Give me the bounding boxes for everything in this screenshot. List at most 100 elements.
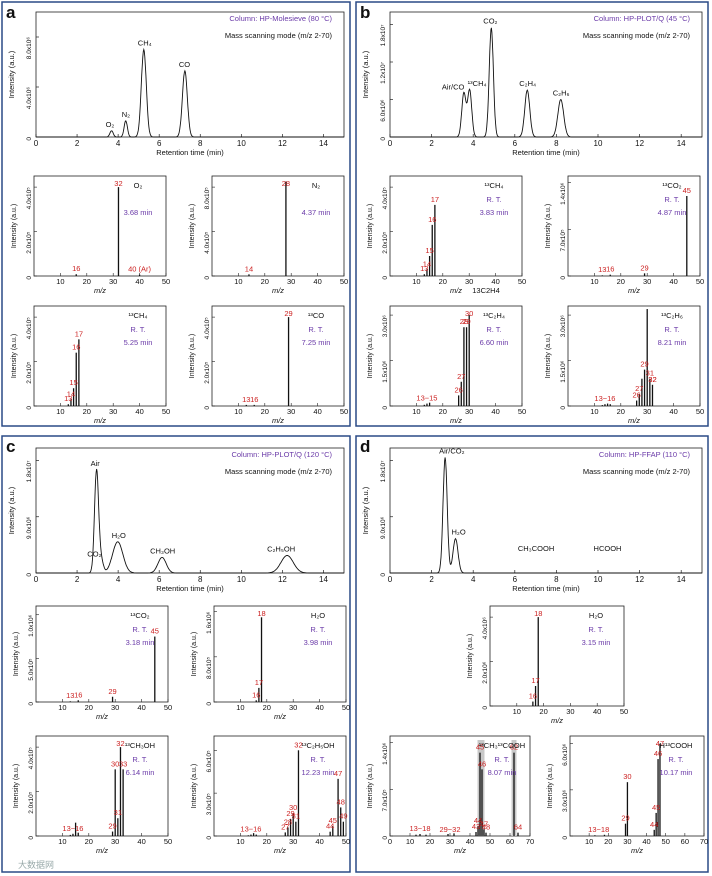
x-tick-label: 50 — [696, 407, 704, 416]
x-tick-label: 30 — [109, 407, 117, 416]
rt-value: 3.98 min — [304, 638, 333, 647]
x-tick-label: 6 — [513, 139, 518, 148]
peak-label: 14 — [67, 389, 75, 398]
y-tick-label: 3.0x10⁶ — [560, 315, 567, 338]
main-chart-d: 0 2 4 6 8 10 12 14 0 9.0x10⁶ 1.8x10⁷ Retention time… — [361, 446, 703, 593]
axes-frame — [567, 175, 701, 277]
x-tick-label: 30 — [111, 837, 119, 846]
rt-value: 5.25 min — [124, 338, 153, 347]
rt-label: R. T. — [310, 755, 325, 764]
y-tick-label: 0 — [380, 137, 387, 141]
y-tick-label: 0 — [380, 573, 387, 577]
compound-label: ¹³C₂H₅OH — [301, 741, 334, 750]
peak-label: 13−16 — [240, 825, 261, 834]
y-tick-label: 0 — [26, 406, 33, 410]
y-tick-label: 0 — [560, 406, 567, 410]
peak-label: 29 — [108, 687, 116, 696]
peak-label: 31 — [646, 369, 654, 378]
peak-label: 13 — [598, 265, 606, 274]
panel-letter-bg — [357, 437, 377, 455]
y-axis-label: Intensity (a.u.) — [13, 632, 20, 676]
peak-label: 14 — [245, 264, 253, 273]
mode-label: Mass scanning mode (m/z 2-70) — [225, 467, 333, 476]
rt-label: R. T. — [664, 195, 679, 204]
y-tick-label: 0 — [482, 706, 489, 710]
x-tick-label: 20 — [85, 837, 93, 846]
peak-label: 28 — [460, 317, 468, 326]
rt-value: 3.15 min — [582, 638, 611, 647]
rt-value: 8.07 min — [488, 768, 517, 777]
axes-frame — [389, 175, 523, 277]
y-tick-label: 5.0x10⁵ — [28, 658, 35, 681]
rt-label: R. T. — [494, 755, 509, 764]
peak-label: 13−18 — [588, 825, 609, 834]
peak-label: CO — [179, 60, 190, 69]
x-tick-label: 10 — [412, 277, 420, 286]
y-tick-label: 1.5x10⁶ — [382, 360, 389, 383]
peak-label: 32 — [648, 375, 656, 384]
x-tick-label: 50 — [340, 407, 348, 416]
x-tick-label: 50 — [518, 407, 526, 416]
peak-label: 48 — [337, 797, 345, 806]
x-axis-label: m/z — [96, 846, 108, 855]
mass-spectrum-c-2: 10 20 30 40 50 0 2.0x10⁵ 4.0x10⁵ m/z Intensity (a… — [13, 735, 172, 855]
y-axis-label: Intensity (a.u.) — [11, 204, 18, 248]
peak-label: 44 — [326, 822, 334, 831]
compound-label: O₂ — [134, 181, 143, 190]
peak-label: 29 — [284, 309, 292, 318]
axes-frame — [35, 735, 169, 837]
x-tick-label: 40 — [135, 277, 143, 286]
x-tick-label: 40 — [593, 707, 601, 716]
rt-label: R. T. — [130, 325, 145, 334]
peak-label: H₂O — [452, 528, 466, 537]
x-axis-label: m/z — [631, 846, 643, 855]
peak-label: Air — [91, 459, 101, 468]
compound-label: ¹³CO₂ — [662, 181, 681, 190]
x-tick-label: 50 — [162, 277, 170, 286]
peak-label: 16 — [74, 690, 82, 699]
y-tick-label: 8.0x10⁵ — [206, 657, 213, 680]
y-tick-label: 0 — [206, 702, 213, 706]
compound-label: ¹³CH₄ — [129, 311, 148, 320]
peak-label: 46 — [654, 749, 662, 758]
main-chart-c: 0 2 4 6 8 10 12 14 0 9.0x10⁶ 1.8x10⁷ Retention time… — [7, 447, 345, 593]
x-tick-label: 0 — [388, 837, 392, 846]
axes-frame — [567, 305, 701, 407]
peak-label: 26 — [454, 385, 462, 394]
rt-label: R. T. — [308, 325, 323, 334]
y-axis-label: Intensity (a.u.) — [361, 486, 370, 534]
y-tick-label: 0 — [382, 836, 389, 840]
y-axis-label: Intensity (a.u.) — [189, 334, 196, 378]
peak-label: 32 — [648, 375, 656, 384]
x-tick-label: 50 — [340, 277, 348, 286]
peak-label: 17 — [255, 678, 263, 687]
x-axis-label: Retention time (min) — [512, 584, 580, 593]
x-tick-label: 40 — [491, 277, 499, 286]
main-chart-b: 0 2 4 6 8 10 12 14 0 6.0x10⁶ 1.2x10⁷ 1.8x10⁷ Retenti… — [361, 11, 703, 157]
y-axis-label: Intensity (a.u.) — [7, 486, 16, 534]
peak-label: 44 — [474, 816, 482, 825]
peak-label: 43 — [472, 822, 480, 831]
y-axis-label: Intensity (a.u.) — [367, 764, 374, 808]
x-tick-label: 6 — [157, 139, 162, 148]
x-tick-label: 20 — [617, 407, 625, 416]
peak-label: 28 — [284, 817, 292, 826]
x-tick-label: 20 — [539, 707, 547, 716]
peak-label: 29 — [462, 317, 470, 326]
axes-frame — [389, 305, 523, 407]
x-tick-label: 8 — [554, 575, 559, 584]
peak-label: 13 — [64, 394, 72, 403]
peak-label: 16 — [606, 265, 614, 274]
axes-frame — [35, 11, 345, 138]
x-tick-label: 2 — [75, 575, 80, 584]
x-tick-label: 4 — [116, 139, 121, 148]
chromatogram-trace — [390, 457, 702, 574]
x-axis-label: m/z — [94, 416, 106, 425]
mode-label: Mass scanning mode (m/z 2-70) — [583, 467, 691, 476]
x-tick-label: 40 — [491, 407, 499, 416]
peak-label: 18 — [534, 609, 542, 618]
x-tick-label: 14 — [677, 139, 686, 148]
x-axis-label: m/z — [551, 716, 563, 725]
rt-label: R. T. — [310, 625, 325, 634]
x-tick-label: 12 — [278, 139, 287, 148]
